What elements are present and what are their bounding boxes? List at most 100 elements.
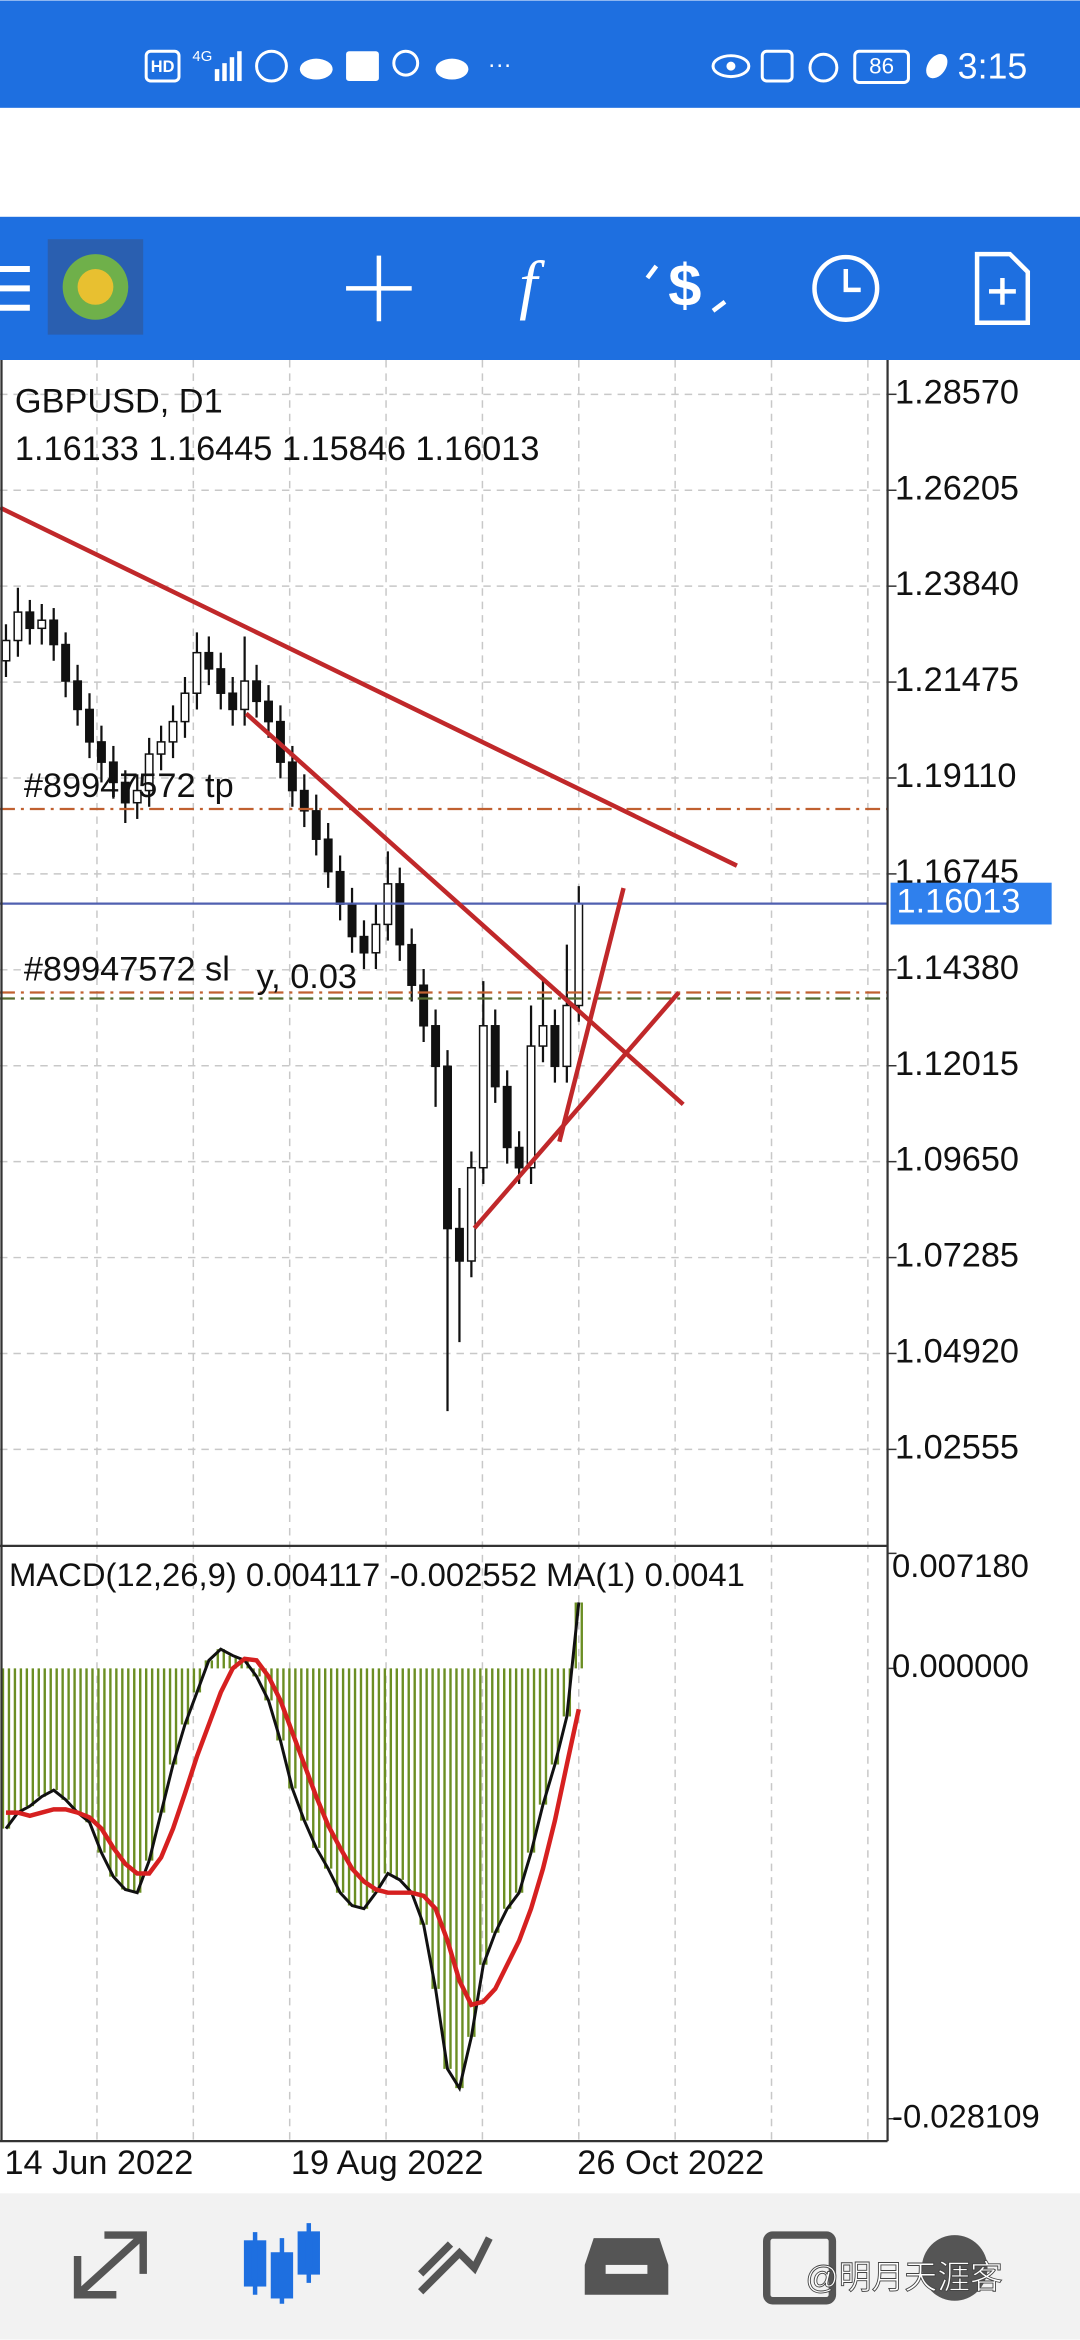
symbol-title: GBPUSD, D1 [15,382,223,420]
candle-body [25,611,35,630]
candle-body [311,810,321,840]
candle-body [478,1025,488,1169]
chart-area [0,360,1080,2194]
trend-line [244,711,685,1107]
chart-tab[interactable] [243,2223,320,2304]
candle-body [204,651,214,670]
svg-text:$: $ [668,252,701,319]
history-tab[interactable] [584,2238,669,2295]
watermark: @明月天涯客 [806,2259,1003,2296]
candle-body [192,651,202,694]
candle-body [359,935,369,954]
trend-line [0,505,738,868]
app-header-space [0,107,1080,217]
x-label: 26 Oct 2022 [577,2144,764,2182]
bottom-nav [0,2193,1080,2340]
period-button[interactable] [812,254,880,322]
candle-body [264,700,273,723]
toolbar [0,216,1080,360]
x-label: 14 Jun 2022 [4,2144,193,2182]
svg-text:···: ··· [488,51,512,78]
candle-body [144,753,154,792]
clock: 3:15 [958,47,1028,87]
y-tick-label: 1.21475 [895,661,1019,699]
candle-body [490,1025,500,1088]
candle-body [526,1045,536,1169]
candle-body [538,1025,548,1047]
candle-body [13,611,23,642]
candle-body [443,1065,452,1230]
network: 4G [192,49,212,65]
candle-body [299,789,309,812]
candle-body [550,1025,560,1068]
battery-level: 86 [869,54,894,79]
y-tick-label: 1.12015 [895,1045,1019,1083]
new-order-button[interactable] [974,251,1031,325]
price-scale: 1.285701.262051.238401.214751.191101.167… [887,373,1052,2134]
candle-body [132,789,142,804]
status-bar [0,0,1080,108]
y-tick-label: 0.000000 [892,1647,1029,1684]
current-price-label: 1.16013 [897,883,1021,921]
order-label: y, 0.03 [257,958,357,996]
candle-body [514,1146,524,1169]
trend-lines [0,505,738,1230]
trend-line [472,991,681,1230]
candle-body [180,692,190,723]
y-tick-label: 1.09650 [895,1141,1019,1179]
candle-body [37,619,47,630]
menu-button[interactable] [0,266,30,311]
y-tick-label: 1.07285 [895,1237,1019,1275]
candle-body [562,1004,572,1068]
candle-body [502,1085,512,1149]
candle-body [395,883,405,946]
candle-body [73,680,83,711]
macd-title: MACD(12,26,9) 0.004117 -0.002552 MA(1) 0… [9,1556,745,1593]
macd-pane [1,1602,583,2092]
candle-body [466,1166,476,1262]
news-tab[interactable] [763,2231,837,2305]
candle-body [1,639,11,662]
x-label: 19 Aug 2022 [291,2144,484,2182]
y-tick-label: 1.04920 [895,1333,1019,1371]
settings-tab[interactable] [921,2235,988,2301]
trade-tab[interactable] [418,2236,493,2295]
crosshair-button[interactable] [346,255,412,322]
y-tick-label: 1.14380 [895,949,1019,987]
ohlc-values: 1.16133 1.16445 1.15846 1.16013 [15,430,540,468]
candle-body [61,643,71,682]
candle-body [216,668,226,694]
quotes-tab[interactable] [73,2231,147,2299]
candle-body [240,680,250,711]
candle-body [168,720,178,743]
sl-label: #89947572 sl [24,951,230,989]
candle-body [431,1025,441,1068]
candle-body [49,619,59,646]
candles [0,587,888,1412]
signal-line [5,1656,581,2008]
candle-body [347,903,357,938]
candle-body [96,741,106,763]
trend-line [557,887,626,1143]
y-tick-label: -0.028109 [892,2097,1040,2134]
candle-body [407,943,417,986]
y-tick-label: 1.23840 [895,565,1019,603]
svg-text:HD: HD [151,58,175,76]
candle-body [371,923,381,954]
y-tick-label: 1.26205 [895,469,1019,507]
candle-body [454,1227,464,1262]
candle-body [335,870,345,905]
candle-body [120,781,130,804]
status-icons: HD 4G ··· [144,49,948,85]
y-tick-label: 1.28570 [895,373,1019,411]
candle-body [108,761,118,784]
candle-body [252,680,262,703]
candle-body [419,984,429,1027]
tp-label: #89947572 tp [24,767,234,805]
y-tick-label: 0.007180 [892,1547,1029,1584]
candle-body [156,741,166,755]
app-logo[interactable] [47,239,144,335]
trade-button[interactable]: $ [645,252,727,319]
candle-body [228,692,238,711]
